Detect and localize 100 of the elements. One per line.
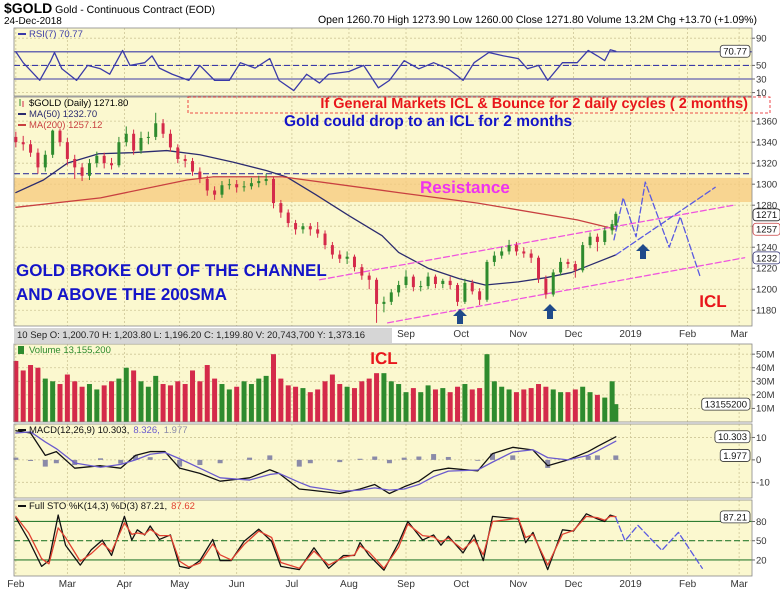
candlestick: [279, 199, 282, 218]
candlestick: [184, 154, 187, 168]
bar: [270, 354, 276, 422]
legend-label: RSI(7) 70.77: [29, 29, 83, 40]
candlestick: [22, 135, 25, 152]
candlestick: [58, 128, 62, 147]
y-tick-label: 0: [756, 455, 762, 466]
candlestick: [206, 175, 209, 196]
bar: [175, 381, 180, 422]
y-tick-label: 10M: [756, 404, 775, 415]
candlestick: [191, 157, 194, 176]
legend-label: MACD(12,26,9) 10.303,: [29, 425, 130, 436]
bar: [102, 385, 107, 422]
candlestick: [228, 178, 231, 190]
y-tick-label: 30M: [756, 376, 775, 388]
candlestick: [330, 241, 334, 260]
bar: [396, 384, 402, 422]
y-tick-label: 20: [756, 555, 767, 566]
bar: [197, 381, 202, 422]
candlestick: [514, 241, 518, 256]
bar: [344, 386, 350, 422]
bar: [366, 378, 372, 422]
x-tick-label: Oct: [453, 329, 470, 340]
bar: [153, 376, 158, 422]
legend-label: Volume 13,155,200: [29, 345, 111, 356]
candlestick: [470, 279, 474, 295]
candlestick: [154, 112, 158, 141]
bar: [580, 386, 586, 422]
x-tick-label: Aug: [340, 579, 358, 589]
bar: [381, 373, 386, 422]
bar: [330, 374, 335, 422]
chart-subtitle: 24-Dec-2018: [4, 16, 62, 27]
y-tick-label: 1200: [756, 284, 778, 296]
text: 1.977: [164, 425, 188, 436]
y-tick-label: 50: [756, 60, 767, 72]
candlestick: [308, 222, 312, 236]
candlestick: [73, 154, 76, 180]
bar: [426, 385, 431, 422]
bar: [267, 455, 272, 460]
candlestick: [566, 258, 570, 269]
annotation: Gold could drop to an ICL for 2 months: [284, 113, 572, 130]
candlestick: [456, 282, 460, 307]
candlestick: [29, 140, 32, 158]
x-tick-label: Mar: [730, 329, 748, 340]
bar: [506, 389, 512, 422]
bar: [572, 389, 578, 422]
bar: [446, 456, 451, 460]
series-label: 8.326,: [133, 425, 160, 436]
candlestick: [500, 246, 504, 260]
bar: [234, 386, 240, 422]
bar: [536, 384, 542, 422]
candlestick: [588, 232, 592, 249]
bar: [594, 455, 600, 460]
bar: [315, 389, 320, 422]
x-tick-label: 2019: [619, 329, 642, 340]
annotation: 87.21: [723, 512, 748, 524]
bar: [138, 381, 144, 422]
candlestick: [146, 131, 150, 145]
y-tick-label: 1240: [756, 242, 778, 254]
bar: [550, 389, 556, 422]
bar: [543, 386, 548, 422]
bar: [308, 460, 313, 464]
candlestick: [257, 175, 260, 188]
bar: [410, 388, 416, 422]
candlestick: [132, 129, 136, 156]
y-tick-label: 40M: [756, 363, 775, 374]
bar: [148, 457, 153, 460]
bar: [168, 385, 173, 422]
bar: [182, 384, 188, 422]
candlestick: [434, 274, 437, 289]
bar: [386, 460, 392, 464]
annotation: 13155200: [704, 400, 748, 411]
x-tick-label: Feb: [678, 579, 697, 589]
bar: [131, 370, 136, 422]
candlestick: [352, 254, 356, 272]
text: 1257: [756, 224, 778, 236]
annotation: 70.77: [723, 46, 748, 58]
y-tick-label: 30: [756, 74, 767, 86]
y-tick-label: 10: [756, 88, 767, 99]
bar: [558, 392, 564, 422]
candlestick: [522, 246, 526, 258]
annotation: 1.977: [723, 450, 748, 462]
bar: [521, 389, 526, 422]
chart-title: $GOLD Gold - Continuous Contract (EOD): [4, 0, 216, 16]
bar: [296, 460, 302, 467]
candlestick: [508, 239, 511, 256]
y-tick-label: 1300: [756, 179, 778, 190]
candlestick: [463, 278, 466, 304]
bar: [594, 394, 600, 422]
bar: [484, 354, 490, 422]
bar: [264, 376, 269, 422]
annotation: ICL: [699, 292, 727, 311]
bar: [514, 392, 519, 422]
candlestick: [102, 152, 106, 169]
candlestick: [264, 173, 268, 186]
bar: [492, 381, 497, 422]
x-tick-label: Nov: [509, 329, 528, 340]
candlestick: [294, 219, 298, 236]
candlestick: [44, 150, 47, 172]
y-tick-label: -10: [756, 478, 770, 489]
